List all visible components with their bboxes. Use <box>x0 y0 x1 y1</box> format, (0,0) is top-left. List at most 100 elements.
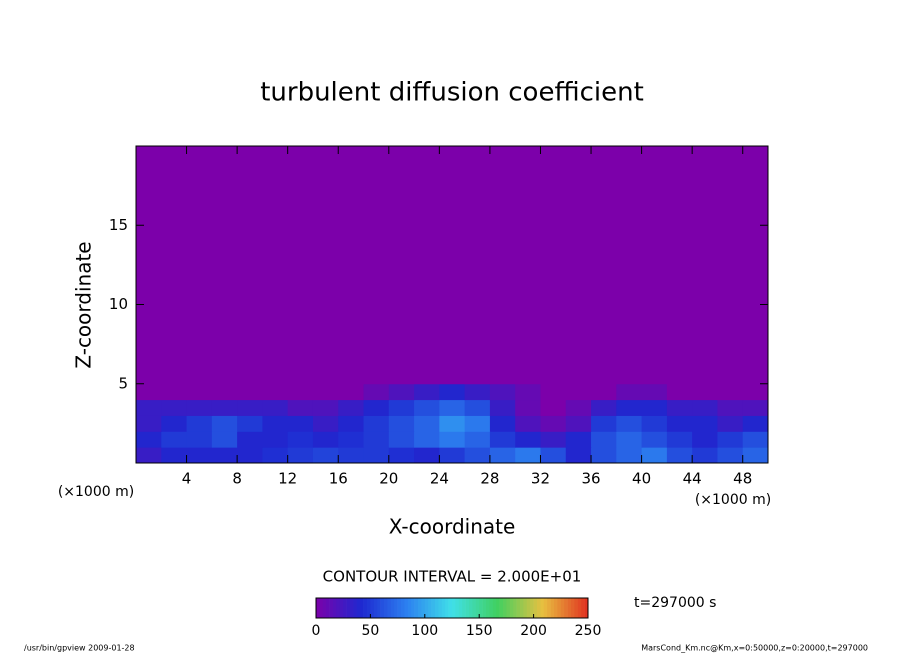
colorbar-swatch <box>407 598 412 618</box>
cell <box>136 447 162 464</box>
colorbar-swatch <box>418 598 422 618</box>
colorbar-swatch <box>360 598 364 618</box>
colorbar-swatch <box>441 598 446 618</box>
cell <box>161 415 188 432</box>
cell <box>565 383 592 401</box>
colorbar-swatch <box>336 598 341 618</box>
colorbar-swatch <box>543 598 548 618</box>
colorbar-swatch <box>326 598 330 618</box>
cell <box>237 399 263 416</box>
colorbar-swatch <box>353 598 358 618</box>
cell <box>641 383 668 401</box>
colorbar-tick-label: 50 <box>361 623 379 639</box>
x-tick-label: 28 <box>480 470 499 488</box>
colorbar-swatch <box>496 598 500 618</box>
cell <box>439 146 466 385</box>
colorbar-swatch <box>577 598 582 618</box>
cell <box>439 415 466 432</box>
cell <box>692 383 718 401</box>
colorbar-swatch <box>329 598 334 618</box>
colorbar-swatch <box>404 598 409 618</box>
y-tick-label: 5 <box>118 374 128 392</box>
cell <box>641 447 668 464</box>
cell <box>363 399 390 416</box>
colorbar-swatch <box>465 598 470 618</box>
x-tick-label: 48 <box>733 470 752 488</box>
cell <box>211 431 238 448</box>
colorbar-swatch <box>499 598 504 618</box>
cell <box>439 383 466 401</box>
colorbar-swatch <box>513 598 517 618</box>
cell <box>565 399 592 416</box>
cell <box>312 399 339 416</box>
cell <box>136 431 162 448</box>
colorbar-swatch <box>516 598 521 618</box>
cell <box>287 431 314 448</box>
cell <box>363 431 390 448</box>
cell <box>540 431 567 448</box>
colorbar-swatch <box>411 598 415 618</box>
y-tick-label: 10 <box>109 295 128 313</box>
cell <box>338 415 365 432</box>
x-tick-label: 44 <box>683 470 702 488</box>
cell <box>414 146 440 385</box>
cell <box>591 399 617 416</box>
x-tick-label: 24 <box>430 470 449 488</box>
cell <box>388 383 415 401</box>
colorbar-swatch <box>367 598 371 618</box>
cell <box>742 383 769 401</box>
time-note: t=297000 s <box>634 595 716 611</box>
cell <box>692 447 718 464</box>
x-tick-label: 8 <box>232 470 242 488</box>
cell <box>616 431 643 448</box>
colorbar-swatch <box>526 598 531 618</box>
cell <box>439 431 466 448</box>
x-tick-label: 4 <box>182 470 192 488</box>
cell <box>489 399 516 416</box>
colorbar-swatch <box>489 598 494 618</box>
colorbar-swatch <box>581 598 585 618</box>
colorbar-swatch <box>475 598 480 618</box>
colorbar-swatch <box>384 598 388 618</box>
colorbar-swatch <box>571 598 575 618</box>
colorbar-swatch <box>479 598 483 618</box>
footer: MarsCond_Km.nc@Km,x=0:50000,z=0:20000,t=… <box>641 644 868 653</box>
colorbar-swatch <box>373 598 378 618</box>
colorbar-tick-label: 100 <box>411 623 438 639</box>
cell <box>591 146 617 385</box>
cell <box>338 399 365 416</box>
y-tick-label: 15 <box>109 216 128 234</box>
x-tick-label: 16 <box>329 470 348 488</box>
colorbar-swatch <box>316 598 320 618</box>
colorbar-swatch <box>319 598 324 618</box>
cell <box>591 447 617 464</box>
cell <box>414 431 440 448</box>
cell <box>211 447 238 464</box>
cell <box>414 399 440 416</box>
cell <box>161 447 188 464</box>
cell <box>565 447 592 464</box>
cell <box>742 431 769 448</box>
colorbar-swatch <box>333 598 337 618</box>
cell <box>489 383 516 401</box>
colorbar-swatch <box>339 598 344 618</box>
cell <box>161 431 188 448</box>
cell <box>186 399 213 416</box>
colorbar-swatch <box>397 598 402 618</box>
colorbar-swatch <box>363 598 368 618</box>
colorbar-swatch <box>390 598 395 618</box>
colorbar-swatch <box>438 598 443 618</box>
cell <box>616 399 643 416</box>
colorbar-swatch <box>380 598 385 618</box>
colorbar-swatch <box>482 598 487 618</box>
colorbar-swatch <box>520 598 524 618</box>
cell <box>742 399 769 416</box>
cell <box>287 146 314 385</box>
colorbar-swatch <box>574 598 579 618</box>
cell <box>591 415 617 432</box>
cell <box>641 399 668 416</box>
cell <box>211 415 238 432</box>
cell <box>515 399 541 416</box>
cell <box>464 383 491 401</box>
colorbar-swatch <box>506 598 511 618</box>
